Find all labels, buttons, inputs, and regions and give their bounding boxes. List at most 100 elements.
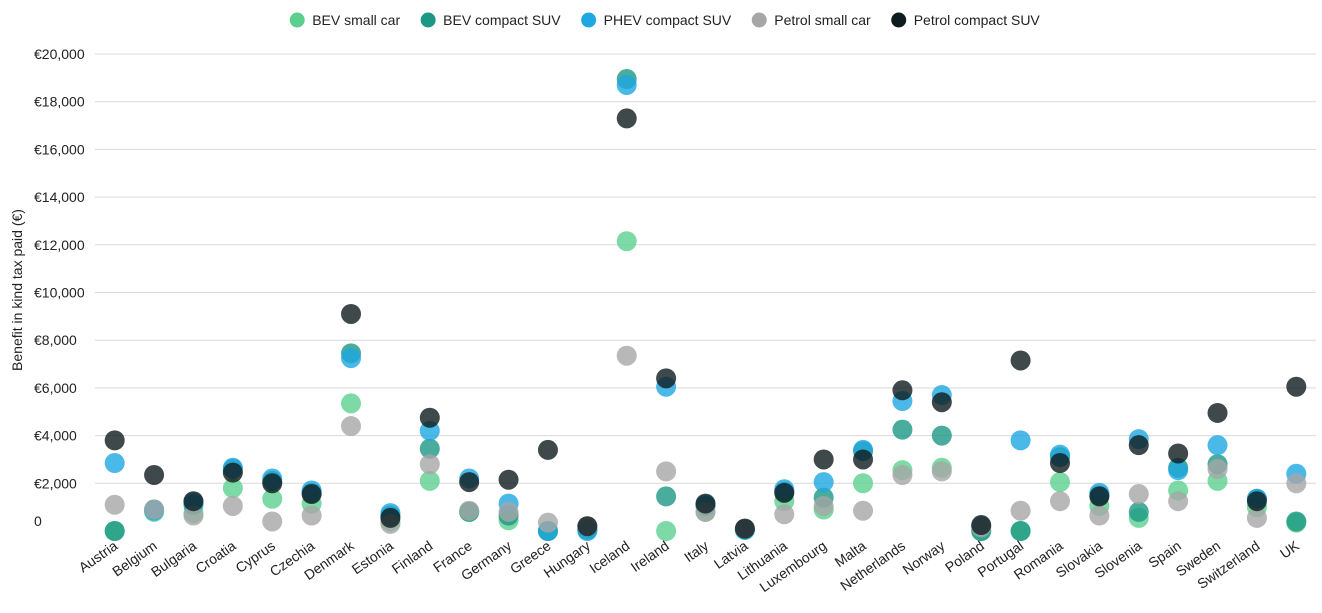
- data-point: [183, 491, 204, 512]
- legend-marker: [420, 12, 436, 28]
- data-point: [498, 501, 519, 522]
- legend-marker: [581, 12, 597, 28]
- legend-label: BEV small car: [312, 12, 400, 28]
- legend-item: BEV small car: [289, 12, 400, 28]
- legend-item: BEV compact SUV: [420, 12, 561, 28]
- data-point: [853, 473, 874, 494]
- data-point: [1010, 430, 1031, 451]
- data-point: [931, 425, 952, 446]
- data-point: [774, 504, 795, 525]
- y-axis: Benefit in kind tax paid (€): [9, 209, 25, 371]
- x-axis-ticks: AustriaBelgiumBulgariaCroatiaCyprusCzech…: [76, 537, 1303, 595]
- x-tick-label: Ireland: [628, 537, 672, 575]
- data-point: [813, 472, 834, 493]
- data-point: [1049, 472, 1070, 493]
- data-point: [1207, 458, 1228, 479]
- data-point: [577, 516, 598, 537]
- data-points: [104, 69, 1307, 541]
- legend-marker: [751, 12, 767, 28]
- data-point: [222, 478, 243, 499]
- legend-label: BEV compact SUV: [443, 12, 561, 28]
- data-point: [183, 505, 204, 526]
- y-tick-label: €16,000: [34, 141, 85, 157]
- data-point: [853, 449, 874, 470]
- y-tick-label: €14,000: [34, 189, 85, 205]
- legend-item: PHEV compact SUV: [581, 12, 732, 28]
- data-point: [1010, 500, 1031, 521]
- data-point: [1246, 507, 1267, 528]
- data-point: [537, 512, 558, 533]
- data-point: [892, 464, 913, 485]
- data-point: [1128, 501, 1149, 522]
- data-point: [1089, 505, 1110, 526]
- gridlines: [95, 53, 1316, 484]
- data-point: [380, 507, 401, 528]
- data-point: [892, 419, 913, 440]
- data-point: [616, 345, 637, 366]
- data-point: [813, 495, 834, 516]
- data-point: [931, 392, 952, 413]
- data-point: [419, 438, 440, 459]
- data-point: [853, 500, 874, 521]
- data-point: [498, 469, 519, 490]
- data-point: [341, 393, 362, 414]
- data-point: [1128, 484, 1149, 505]
- x-tick-label: Italy: [681, 537, 711, 565]
- data-point: [459, 500, 480, 521]
- y-tick-label: €18,000: [34, 94, 85, 110]
- data-point: [419, 454, 440, 475]
- x-tick-label: Bulgaria: [148, 537, 199, 580]
- data-point: [104, 494, 125, 515]
- data-point: [262, 511, 283, 532]
- legend-marker: [289, 12, 305, 28]
- data-point: [1010, 521, 1031, 541]
- y-axis-label: Benefit in kind tax paid (€): [9, 209, 25, 371]
- data-point: [1168, 460, 1189, 481]
- data-point: [616, 75, 637, 96]
- x-tick-label: Croatia: [192, 537, 238, 576]
- data-point: [341, 416, 362, 437]
- y-tick-label: €6,000: [34, 380, 77, 396]
- data-point: [341, 348, 362, 369]
- y-axis-ticks: 0 €2,000 €4,000 €6,000 €8,000 €10,000 €12,000 €…: [34, 46, 85, 529]
- data-point: [1286, 376, 1307, 397]
- y-tick-label: €8,000: [34, 332, 77, 348]
- data-point: [301, 505, 322, 526]
- data-point: [419, 470, 440, 491]
- legend-label: Petrol compact SUV: [914, 12, 1041, 28]
- data-point: [222, 495, 243, 516]
- data-point: [892, 380, 913, 401]
- data-point: [656, 521, 677, 541]
- y-tick-label: 0: [34, 513, 42, 529]
- x-tick-label: Norway: [899, 537, 947, 577]
- data-point: [262, 473, 283, 494]
- data-point: [656, 461, 677, 482]
- data-point: [1246, 491, 1267, 512]
- data-point: [104, 453, 125, 474]
- data-point: [301, 484, 322, 505]
- y-tick-label: €2,000: [34, 475, 77, 491]
- legend: BEV small car BEV compact SUV PHEV compact…: [289, 12, 1041, 28]
- data-point: [1089, 486, 1110, 507]
- legend-label: Petrol small car: [774, 12, 871, 28]
- data-point: [104, 430, 125, 451]
- data-point: [734, 518, 755, 539]
- data-point: [616, 231, 637, 252]
- data-point: [971, 515, 992, 536]
- x-tick-label: Estonia: [349, 537, 397, 577]
- data-point: [262, 488, 283, 509]
- data-point: [1049, 491, 1070, 512]
- data-point: [1286, 511, 1307, 532]
- y-tick-label: €12,000: [34, 237, 85, 253]
- data-point: [222, 462, 243, 483]
- x-tick-label: UK: [1277, 537, 1303, 562]
- data-point: [537, 439, 558, 460]
- data-point: [656, 486, 677, 507]
- data-point: [813, 449, 834, 470]
- y-tick-label: €20,000: [34, 46, 85, 62]
- y-tick-label: €4,000: [34, 428, 77, 444]
- data-point: [1286, 473, 1307, 494]
- data-point: [144, 499, 165, 520]
